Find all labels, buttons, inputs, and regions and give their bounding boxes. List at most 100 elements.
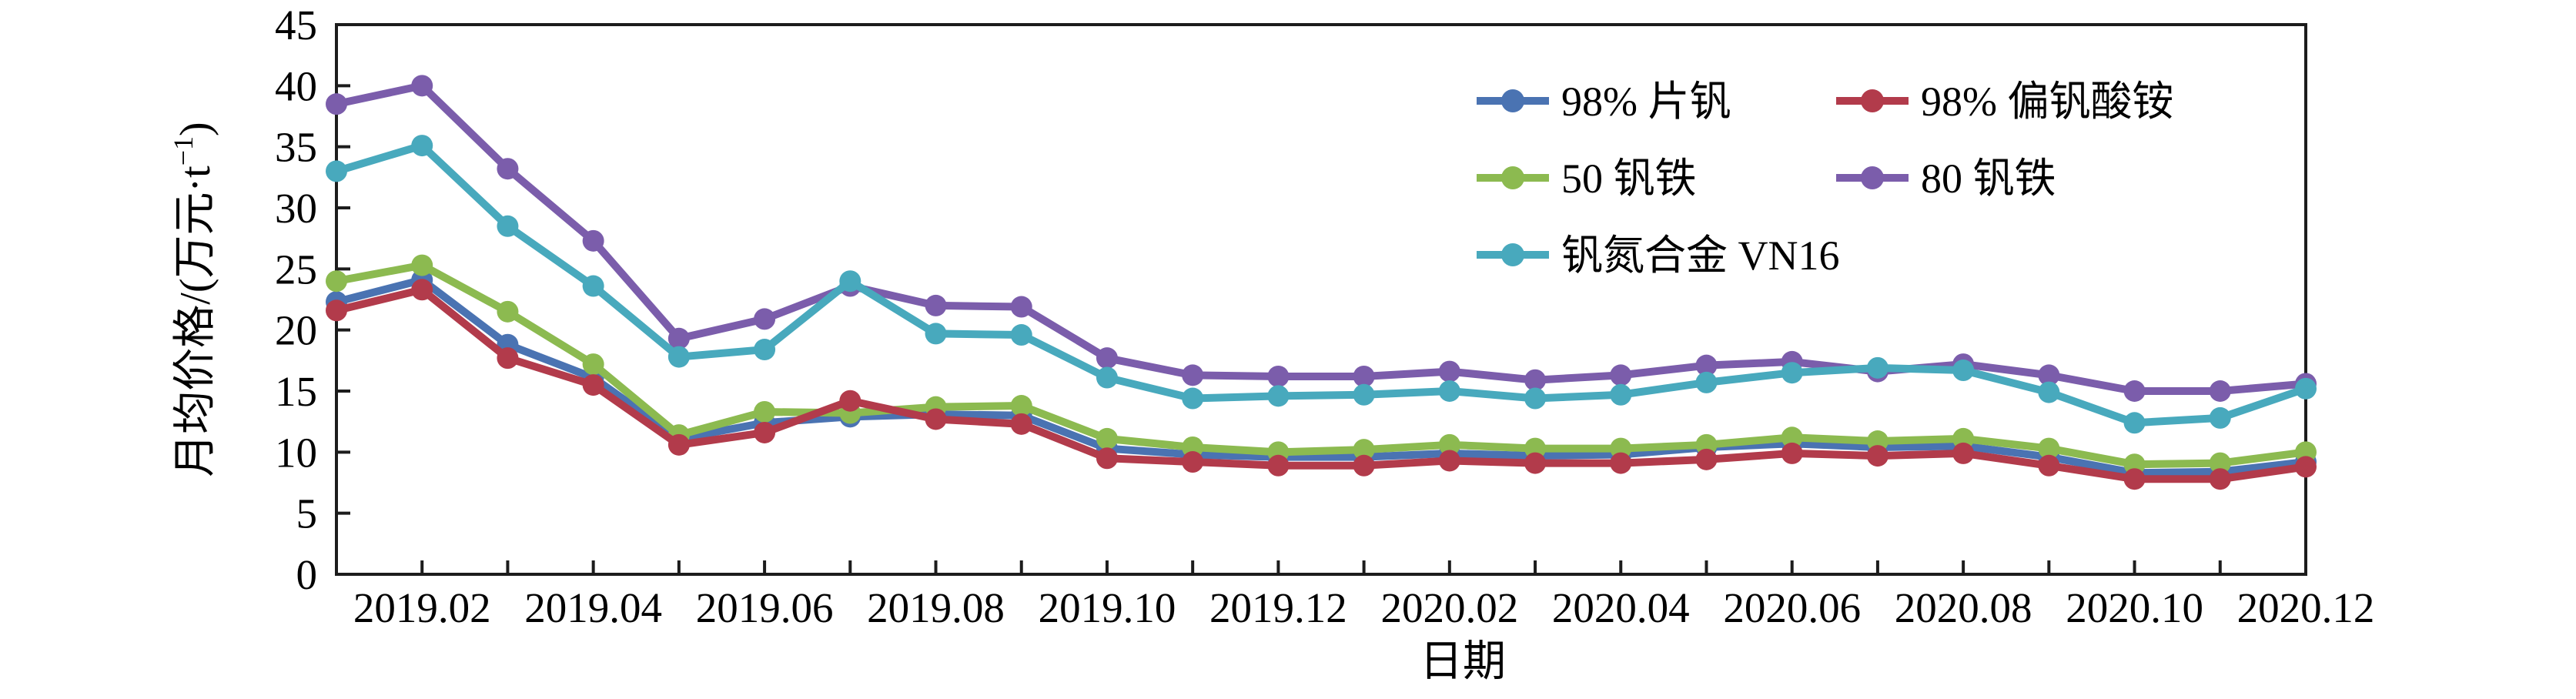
- data-point-ammonium-metavanadate-98: [754, 421, 776, 443]
- data-point-vn16-alloy: [1695, 371, 1718, 393]
- x-tick-label: 2020.04: [1552, 584, 1690, 631]
- data-point-fev-80: [1182, 364, 1204, 386]
- data-point-ammonium-metavanadate-98: [1438, 450, 1460, 472]
- data-point-ammonium-metavanadate-98: [925, 408, 947, 430]
- data-point-ammonium-metavanadate-98: [582, 374, 604, 396]
- legend-marker-dot-ammonium-metavanadate-98: [1861, 89, 1884, 112]
- x-tick-label: 2019.08: [867, 584, 1005, 631]
- series-line-vn16-alloy: [333, 142, 2310, 427]
- y-tick-label: 45: [275, 2, 317, 48]
- series-line-fev-80: [333, 82, 2310, 395]
- data-point-vn16-alloy: [1438, 380, 1460, 402]
- data-point-ammonium-metavanadate-98: [1695, 448, 1718, 470]
- series-vn16-alloy: [326, 135, 2317, 434]
- series-fev-50: [326, 254, 2317, 476]
- data-point-ammonium-metavanadate-98: [411, 279, 433, 301]
- data-point-vn16-alloy: [1353, 383, 1375, 406]
- data-point-ammonium-metavanadate-98: [2123, 468, 2146, 490]
- data-point-vn16-alloy: [1952, 360, 1975, 382]
- y-tick-label: 40: [275, 62, 317, 109]
- data-point-vn16-alloy: [1610, 383, 1632, 406]
- x-tick-label: 2020.12: [2237, 584, 2375, 631]
- data-point-fev-50: [582, 353, 604, 376]
- data-point-ammonium-metavanadate-98: [326, 299, 347, 322]
- data-point-ammonium-metavanadate-98: [1781, 442, 1803, 464]
- data-point-fev-80: [497, 158, 519, 180]
- data-point-fev-80: [2038, 364, 2060, 386]
- data-point-ammonium-metavanadate-98: [1267, 454, 1290, 477]
- legend-item-fev-80: 80 钒铁: [1836, 156, 2056, 202]
- data-point-fev-50: [2038, 437, 2060, 460]
- data-point-fev-50: [754, 400, 776, 423]
- data-point-fev-50: [2209, 452, 2231, 474]
- data-point-vn16-alloy: [1866, 356, 1889, 379]
- legend-item-flake-v2o5-98: 98% 片钒: [1477, 79, 1731, 125]
- series-line-flake-v2o5-98: [333, 276, 2310, 477]
- y-tick-label: 0: [296, 551, 318, 598]
- y-tick-label: 25: [275, 246, 317, 293]
- data-point-ammonium-metavanadate-98: [1010, 413, 1032, 435]
- legend-label-flake-v2o5-98: 98% 片钒: [1561, 79, 1731, 125]
- data-point-fev-80: [411, 75, 433, 97]
- data-point-vn16-alloy: [839, 270, 861, 293]
- data-point-fev-50: [1438, 433, 1460, 456]
- series-line-ammonium-metavanadate-98: [333, 286, 2310, 483]
- legend-label-fev-80: 80 钒铁: [1921, 156, 2056, 202]
- data-point-fev-80: [2209, 380, 2231, 402]
- y-tick-label: 15: [275, 368, 317, 415]
- data-point-fev-80: [1267, 365, 1290, 387]
- data-point-vn16-alloy: [2038, 381, 2060, 403]
- data-point-ammonium-metavanadate-98: [1182, 451, 1204, 473]
- data-point-fev-80: [1353, 365, 1375, 387]
- data-point-ammonium-metavanadate-98: [1952, 442, 1975, 464]
- data-point-vn16-alloy: [2123, 412, 2146, 434]
- data-point-fev-50: [326, 270, 347, 293]
- y-axis-title-close: ): [172, 122, 219, 136]
- y-tick-label: 35: [275, 124, 317, 171]
- data-point-fev-80: [1010, 296, 1032, 318]
- data-point-fev-80: [1096, 347, 1118, 370]
- legend-marker-dot-fev-80: [1861, 166, 1884, 189]
- data-point-vn16-alloy: [1096, 366, 1118, 389]
- data-point-fev-50: [1781, 426, 1803, 449]
- y-tick-label: 5: [296, 490, 318, 537]
- data-point-vn16-alloy: [2295, 377, 2317, 400]
- data-point-fev-80: [925, 294, 947, 316]
- legend-marker-dot-flake-v2o5-98: [1501, 89, 1524, 112]
- x-tick-label: 2019.06: [696, 584, 834, 631]
- data-point-vn16-alloy: [326, 160, 347, 182]
- legend-marker-dot-vn16-alloy: [1501, 243, 1524, 266]
- y-tick-label: 20: [275, 307, 317, 354]
- data-point-fev-50: [497, 300, 519, 323]
- data-point-ammonium-metavanadate-98: [667, 433, 690, 456]
- x-tick-label: 2019.04: [524, 584, 662, 631]
- series-ammonium-metavanadate-98: [326, 279, 2317, 490]
- data-point-fev-80: [1438, 360, 1460, 383]
- y-axis-title: 月均价格/(万元·t−1): [168, 122, 219, 477]
- x-tick-label: 2020.08: [1895, 584, 2032, 631]
- y-tick-label: 30: [275, 185, 317, 232]
- series-line-fev-50: [333, 261, 2310, 469]
- data-point-fev-80: [2123, 380, 2146, 402]
- x-axis-title: 日期: [1420, 638, 1506, 686]
- data-point-fev-50: [1096, 427, 1118, 450]
- x-tick-label: 2019.12: [1209, 584, 1347, 631]
- data-point-fev-80: [754, 308, 776, 330]
- data-point-ammonium-metavanadate-98: [1524, 452, 1547, 474]
- data-point-vn16-alloy: [925, 323, 947, 345]
- x-tick-label: 2019.10: [1039, 584, 1176, 631]
- x-tick-label: 2019.02: [353, 584, 491, 631]
- data-point-fev-50: [411, 254, 433, 276]
- legend-label-ammonium-metavanadate-98: 98% 偏钒酸铵: [1921, 79, 2173, 125]
- data-point-vn16-alloy: [754, 339, 776, 361]
- data-point-fev-50: [1010, 395, 1032, 417]
- data-point-vn16-alloy: [411, 135, 433, 157]
- data-point-vn16-alloy: [497, 215, 519, 237]
- data-point-vn16-alloy: [667, 346, 690, 368]
- data-point-vn16-alloy: [2209, 406, 2231, 429]
- data-point-ammonium-metavanadate-98: [1353, 454, 1375, 477]
- data-point-vn16-alloy: [1182, 387, 1204, 410]
- data-point-vn16-alloy: [1267, 385, 1290, 407]
